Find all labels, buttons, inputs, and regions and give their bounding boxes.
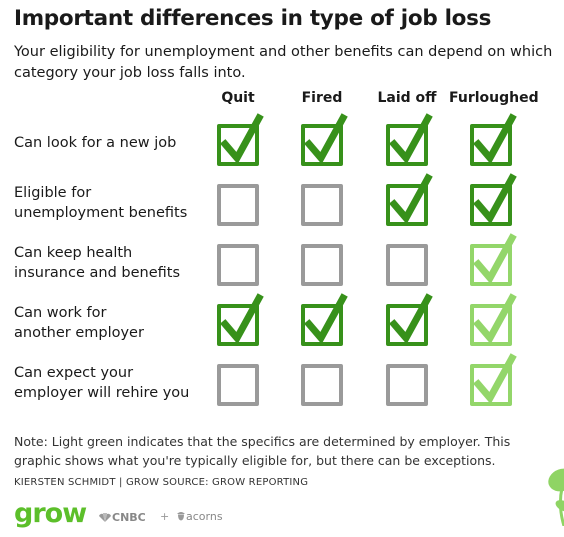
credit-line: KIERSTEN SCHMIDT | GROW SOURCE: GROW REP… [14,477,309,488]
check-mark-icon [389,113,433,165]
row-label: Can expect your employer will rehire you [14,363,214,403]
check-mark-icon [473,173,517,225]
checked-checkbox [470,113,517,166]
check-mark-icon [304,113,348,165]
column-header-quit: Quit [221,90,255,106]
checked-checkbox [386,173,433,226]
column-header-furloughed: Furloughed [449,90,539,106]
checked-checkbox [301,293,348,346]
check-mark-icon [473,293,517,345]
row-label: Can keep health insurance and benefits [14,243,214,283]
row-label-line: unemployment benefits [14,205,188,221]
empty-checkbox [217,244,259,286]
check-mark-icon [389,293,433,345]
row-label-line: another employer [14,325,144,341]
leaf-icon [548,468,564,526]
employer-determined-checkbox [470,353,517,406]
check-mark-icon [220,113,264,165]
check-mark-icon [473,113,517,165]
row-label-line: insurance and benefits [14,265,180,281]
row-label: Eligible for unemployment benefits [14,183,214,223]
empty-checkbox [217,364,259,406]
row-label-line: Eligible for [14,185,92,201]
grow-logo: grow [14,498,87,529]
column-header-fired: Fired [301,90,343,106]
empty-checkbox [301,184,343,226]
checked-checkbox [386,293,433,346]
acorns-wordmark: acorns [186,510,223,523]
check-mark-icon [220,293,264,345]
row-label: Can work for another employer [14,303,214,343]
row-label-line: Can keep health [14,245,133,261]
checked-checkbox [386,113,433,166]
plus-sign: + [160,510,170,523]
peacock-icon [99,512,111,522]
empty-checkbox [301,364,343,406]
empty-checkbox [386,364,428,406]
check-mark-icon [473,353,517,405]
acorns-logo: acorns [176,510,223,523]
footnote: Note: Light green indicates that the spe… [14,434,511,468]
employer-determined-checkbox [470,233,517,286]
page-title: Important differences in type of job los… [14,6,492,31]
cnbc-logo: CNBC [98,511,146,524]
row-label: Can look for a new job [14,133,214,153]
checked-checkbox [301,113,348,166]
column-header-laid-off: Laid off [377,90,437,106]
subtitle: Your eligibility for unemployment and ot… [14,44,553,81]
row-label-line: Can look for a new job [14,135,177,151]
empty-checkbox [301,244,343,286]
check-mark-icon [389,173,433,225]
empty-checkbox [386,244,428,286]
checked-checkbox [217,293,264,346]
row-label-line: Can expect your [14,365,134,381]
check-mark-icon [473,233,517,285]
acorn-icon [177,512,185,521]
row-label-line: employer will rehire you [14,385,190,401]
check-mark-icon [304,293,348,345]
cnbc-wordmark: CNBC [112,511,146,524]
row-label-line: Can work for [14,305,107,321]
empty-checkbox [217,184,259,226]
checked-checkbox [470,173,517,226]
employer-determined-checkbox [470,293,517,346]
checked-checkbox [217,113,264,166]
